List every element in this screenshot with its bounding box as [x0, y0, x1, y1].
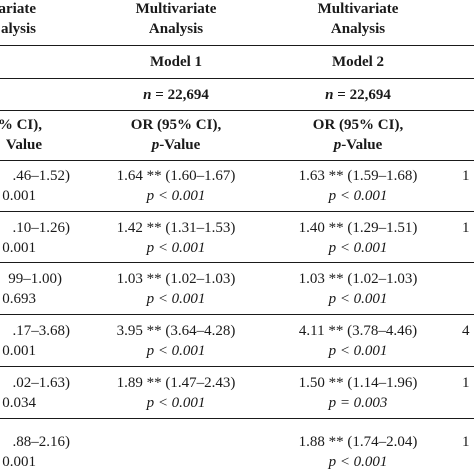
row3-m2-p: p < 0.001 [328, 291, 388, 307]
row6-edge: 1 [462, 434, 470, 450]
row4-m1-or: 3.95 ** (3.64–4.28) [116, 323, 236, 339]
n-model2: n = 22,694 [325, 86, 391, 104]
row2-edge: 1 [462, 220, 470, 236]
row2-c0-a: .10–1.26) [12, 220, 71, 236]
col0-or-header: 5% CI), [0, 117, 42, 133]
row2-m1-p: p < 0.001 [146, 240, 206, 256]
mv2-header-line1: Multivariate [317, 1, 399, 17]
row5-edge: 1 [462, 375, 470, 391]
row2-m2-p: p < 0.001 [328, 240, 388, 256]
rule-under-n [0, 110, 474, 111]
rule-under-header [0, 160, 474, 161]
model1-header: Model 1 [149, 54, 203, 70]
row3-m1-p: p < 0.001 [146, 291, 206, 307]
row1-c0-b: 0.001 [2, 188, 36, 204]
rule-under-analysis [0, 45, 474, 46]
row4-edge: 4 [462, 323, 470, 339]
n-model1-value: = 22,694 [151, 87, 209, 103]
mv2-or-header: OR (95% CI), [312, 117, 404, 133]
row1-m2-p: p < 0.001 [328, 188, 388, 204]
row2-c0-b: 0.001 [2, 240, 36, 256]
row2-m2-or: 1.40 ** (1.29–1.51) [298, 220, 418, 236]
row-rule-2 [0, 262, 474, 263]
row6-m2-p: p < 0.001 [328, 454, 388, 470]
n-model1: n = 22,694 [143, 86, 209, 104]
n-model1-symbol: n [143, 87, 152, 103]
row4-m2-p: p < 0.001 [328, 343, 388, 359]
col0-header-line1: variate [0, 1, 36, 17]
row5-c0-a: .02–1.63) [12, 375, 71, 391]
row5-m2-or: 1.50 ** (1.14–1.96) [298, 375, 418, 391]
row-rule-1 [0, 211, 474, 212]
row3-c0-b: 0.693 [2, 291, 36, 307]
mv2-header-line2: Analysis [330, 21, 386, 37]
row4-m2-or: 4.11 ** (3.78–4.46) [298, 323, 418, 339]
row5-m1-or: 1.89 ** (1.47–2.43) [116, 375, 236, 391]
row1-m1-or: 1.64 ** (1.60–1.67) [116, 168, 236, 184]
mv1-or-header: OR (95% CI), [130, 117, 222, 133]
rule-under-model [0, 78, 474, 79]
row1-m1-p: p < 0.001 [146, 188, 206, 204]
mv1-p-rest: -Value [159, 137, 201, 153]
row1-c0-a: .46–1.52) [12, 168, 71, 184]
row3-m1-or: 1.03 ** (1.02–1.03) [116, 271, 236, 287]
row6-c0-b: 0.001 [2, 454, 36, 470]
row5-c0-b: 0.034 [2, 395, 36, 411]
row4-c0-b: 0.001 [2, 343, 36, 359]
mv1-p-header: p-Value [152, 136, 201, 154]
row4-m1-p: p < 0.001 [146, 343, 206, 359]
mv1-p-symbol: p [151, 137, 160, 153]
mv1-header-line1: Multivariate [135, 1, 217, 17]
n-model2-symbol: n [325, 87, 334, 103]
mv2-p-symbol: p [333, 137, 342, 153]
model2-header: Model 2 [331, 54, 385, 70]
col0-p-header: Value [5, 137, 42, 153]
row6-m2-or: 1.88 ** (1.74–2.04) [298, 434, 418, 450]
row6-c0-a: .88–2.16) [12, 434, 71, 450]
row5-m1-p: p < 0.001 [146, 395, 206, 411]
row3-m2-or: 1.03 ** (1.02–1.03) [298, 271, 418, 287]
mv1-header-line2: Analysis [148, 21, 204, 37]
row-rule-3 [0, 314, 474, 315]
mv2-p-header: p-Value [334, 136, 383, 154]
row1-edge: 1 [462, 168, 470, 184]
row3-c0-a: 99–1.00) [8, 271, 62, 287]
row-rule-5 [0, 418, 474, 419]
row-rule-4 [0, 366, 474, 367]
col0-header-line2: alysis [0, 21, 36, 37]
n-model2-value: = 22,694 [333, 87, 391, 103]
row4-c0-a: .17–3.68) [12, 323, 71, 339]
row5-m2-p: p = 0.003 [328, 395, 388, 411]
mv2-p-rest: -Value [341, 137, 383, 153]
row1-m2-or: 1.63 ** (1.59–1.68) [298, 168, 418, 184]
row2-m1-or: 1.42 ** (1.31–1.53) [116, 220, 236, 236]
